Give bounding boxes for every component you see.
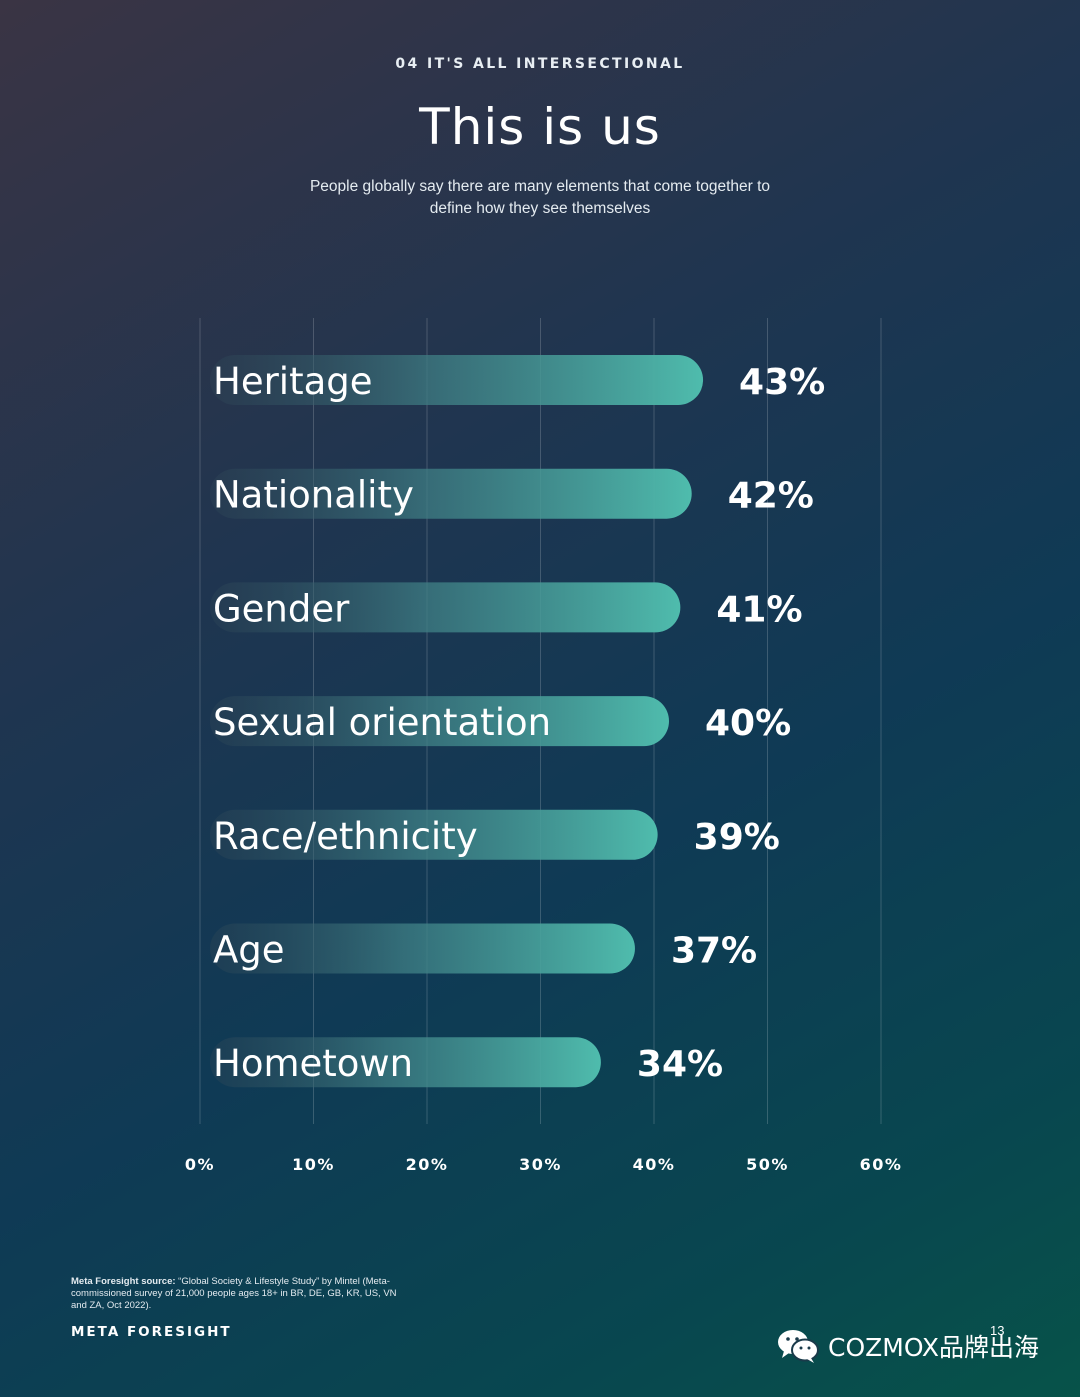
bar-value-label: 40% — [705, 703, 791, 744]
x-axis-ticks: 0% 10% 20% 30% 40% 50% 60% — [185, 1155, 903, 1174]
bar-category-label: Heritage — [213, 360, 373, 403]
x-tick-label: 20% — [406, 1155, 449, 1174]
page-number: 13 — [990, 1323, 1005, 1338]
x-tick-label: 40% — [633, 1155, 676, 1174]
bar — [210, 468, 692, 519]
bars: Heritage 43% Nationality 42% Gender 41% Sexual… — [210, 355, 825, 1088]
wechat-icon — [778, 1330, 819, 1363]
bar — [210, 696, 669, 747]
bar-value-label: 43% — [739, 362, 825, 403]
bar-category-label: Gender — [213, 587, 350, 630]
x-tick-label: 50% — [746, 1155, 789, 1174]
bar-value-label: 37% — [671, 931, 757, 972]
bar-category-label: Sexual orientation — [213, 701, 551, 744]
bar — [210, 582, 681, 633]
bar-category-label: Age — [213, 929, 285, 972]
bar-value-label: 39% — [694, 817, 780, 858]
x-tick-label: 30% — [519, 1155, 562, 1174]
brand-label: META FORESIGHT — [71, 1324, 232, 1340]
bar-category-label: Nationality — [213, 474, 414, 517]
bar-value-label: 41% — [716, 589, 802, 630]
bar-category-label: Hometown — [213, 1042, 413, 1085]
source-text: “Global Society & Lifestyle Study” by Mi… — [71, 1276, 397, 1311]
x-tick-label: 60% — [860, 1155, 903, 1174]
watermark-text: COZMOX品牌出海 — [828, 1333, 1040, 1362]
section-eyebrow: 04 IT'S ALL INTERSECTIONAL — [395, 56, 685, 72]
bar — [210, 923, 635, 974]
bar-category-label: Race/ethnicity — [213, 815, 478, 858]
bar-value-label: 42% — [728, 476, 814, 517]
page-subtitle: People globally say there are many eleme… — [309, 178, 771, 217]
x-tick-label: 0% — [185, 1155, 215, 1174]
bar-chart: Heritage 43% Nationality 42% Gender 41% Sexual… — [185, 355, 903, 1174]
bar — [210, 1037, 601, 1088]
watermark: COZMOX品牌出海 — [776, 1326, 1039, 1366]
x-tick-label: 10% — [292, 1155, 335, 1174]
source-label: Meta Foresight source: — [71, 1276, 176, 1287]
bar — [210, 809, 658, 860]
bar-value-label: 34% — [637, 1044, 723, 1085]
page-title: This is us — [419, 98, 661, 156]
bar — [210, 355, 704, 405]
source-note: Meta Foresight source: “Global Society &… — [71, 1276, 401, 1312]
